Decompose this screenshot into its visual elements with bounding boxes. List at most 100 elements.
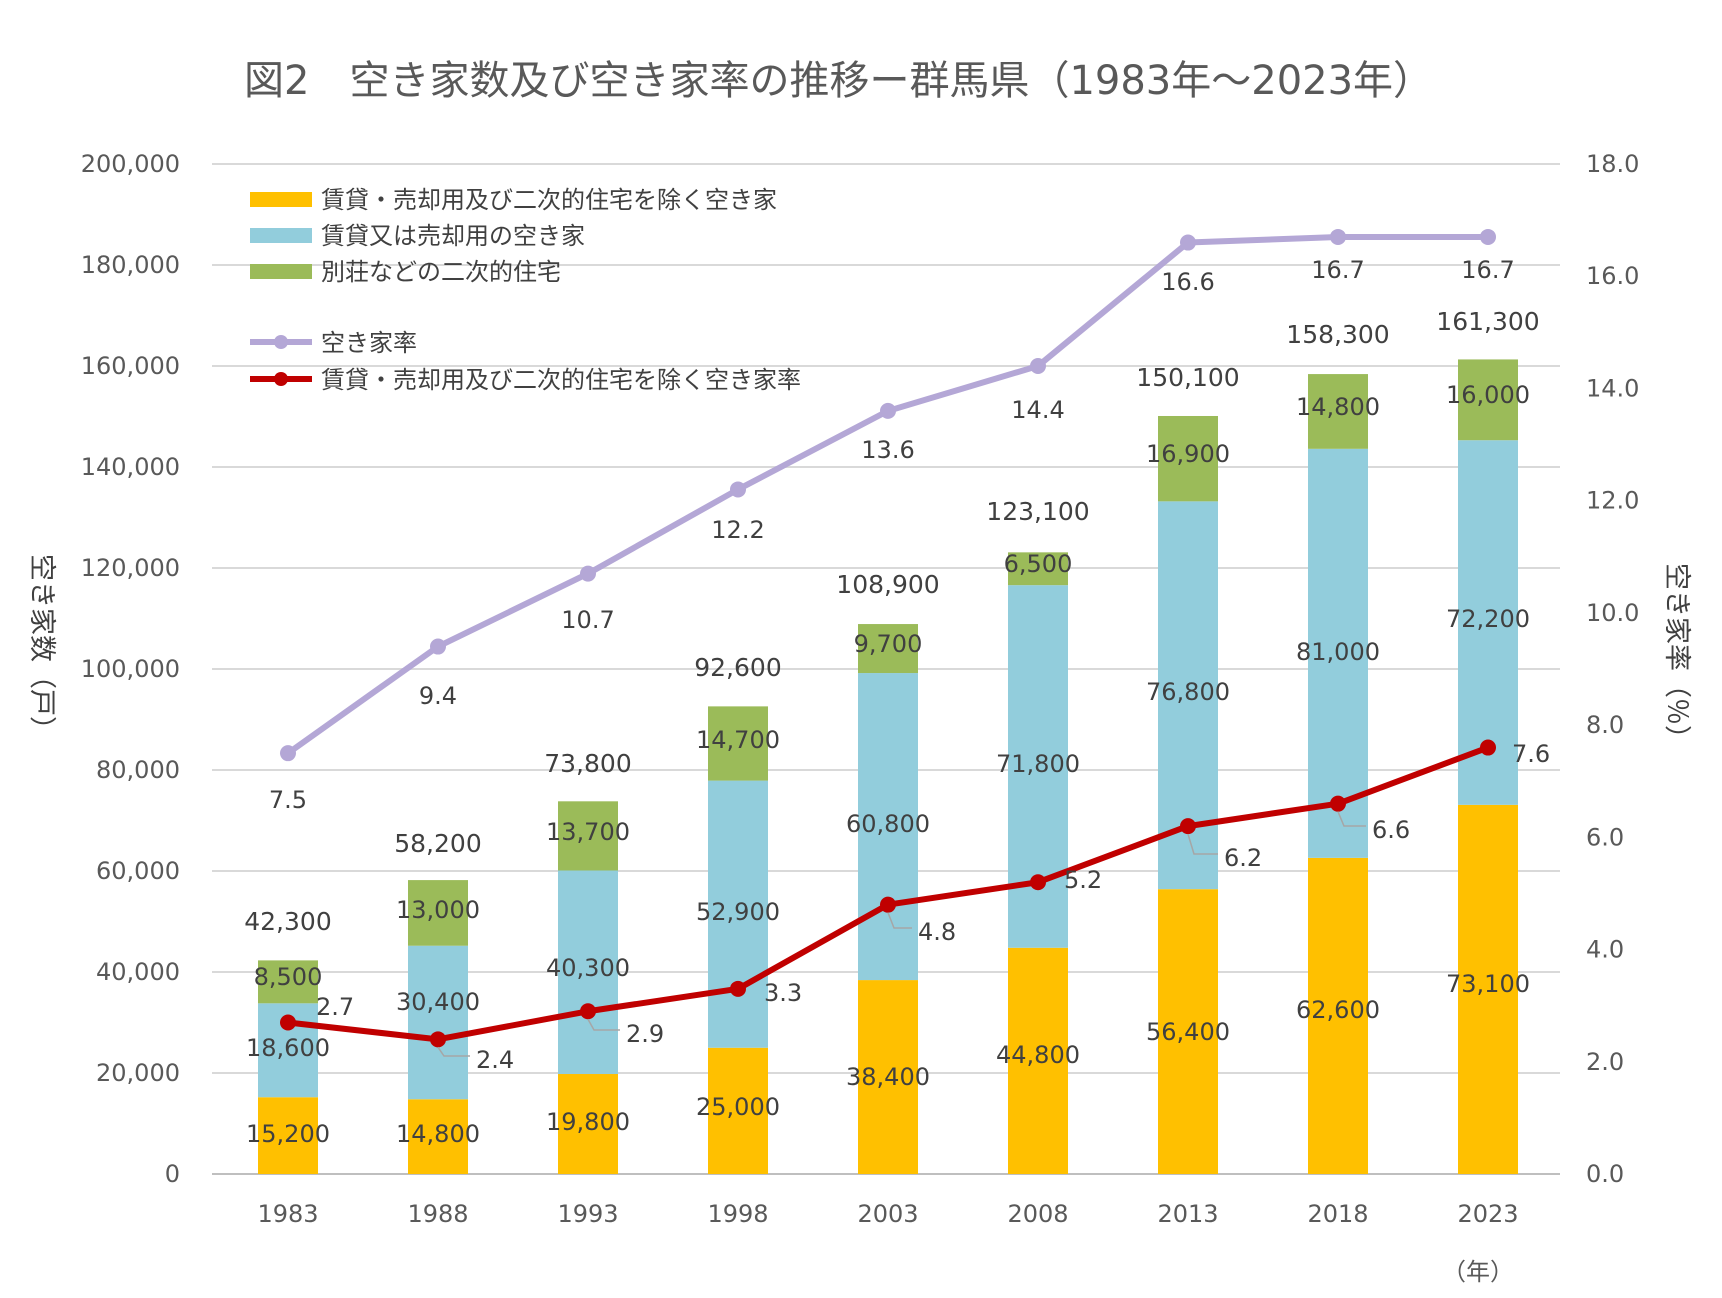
line-point <box>1030 358 1046 374</box>
bar-value-label: 8,500 <box>254 963 323 991</box>
line-value-label: 10.7 <box>561 606 614 634</box>
bar-value-label: 56,400 <box>1146 1018 1230 1046</box>
y-left-tick-label: 120,000 <box>81 554 180 582</box>
line-point <box>880 402 896 419</box>
line-point <box>1330 795 1346 812</box>
bar-value-label: 73,100 <box>1446 970 1530 998</box>
bar-value-label: 71,800 <box>996 750 1080 778</box>
line-value-label: 6.2 <box>1224 844 1262 872</box>
y-left-tick-label: 180,000 <box>81 251 180 279</box>
line-point <box>1480 228 1496 245</box>
leader-line <box>437 1046 470 1057</box>
bar-total-label: 108,900 <box>836 570 939 599</box>
bar-segment <box>558 801 618 871</box>
y-left-tick-label: 80,000 <box>96 756 180 784</box>
legend-swatch <box>250 228 312 243</box>
leader-line <box>1337 811 1366 827</box>
line-point <box>580 1003 596 1020</box>
bar-value-label: 52,900 <box>696 898 780 926</box>
bar-segment <box>708 1047 768 1174</box>
y-right-tick-label: 2.0 <box>1586 1048 1624 1076</box>
bar-value-label: 81,000 <box>1296 638 1380 666</box>
y-right-tick-label: 6.0 <box>1586 823 1624 851</box>
x-axis-unit: （年） <box>1442 1258 1514 1286</box>
line-value-label: 3.3 <box>764 979 802 1007</box>
bar-value-label: 16,000 <box>1446 381 1530 409</box>
line-point <box>1330 228 1346 245</box>
bar-value-label: 6,500 <box>1004 550 1073 578</box>
line-point <box>730 481 746 498</box>
line-point <box>730 980 746 997</box>
y-right-tick-label: 0.0 <box>1586 1160 1624 1188</box>
y-right-tick-label: 4.0 <box>1586 936 1624 964</box>
y-left-tick-label: 140,000 <box>81 453 180 481</box>
line-point <box>430 1031 446 1048</box>
legend-marker <box>274 335 288 349</box>
bar-total-label: 150,100 <box>1136 363 1239 392</box>
bar-value-label: 9,700 <box>854 630 923 658</box>
bar-segment <box>558 1074 618 1174</box>
legend-label: 賃貸・売却用及び二次的住宅を除く空き家率 <box>321 366 801 394</box>
y-right-tick-label: 12.0 <box>1586 487 1639 515</box>
bar-value-label: 25,000 <box>696 1093 780 1121</box>
bar-total-label: 42,300 <box>244 907 331 936</box>
line-point <box>880 896 896 913</box>
bar-value-label: 14,700 <box>696 726 780 754</box>
y-right-tick-label: 8.0 <box>1586 711 1624 739</box>
bar-segment <box>1308 857 1368 1174</box>
y-right-tick-label: 10.0 <box>1586 599 1639 627</box>
bar-value-label: 30,400 <box>396 988 480 1016</box>
bar-segment <box>1458 804 1518 1174</box>
bar-total-label: 58,200 <box>394 829 481 858</box>
chart-title: 図2 空き家数及び空き家率の推移ー群馬県（1983年～2023年） <box>244 58 1433 104</box>
bar-total-label: 123,100 <box>986 497 1089 526</box>
bar-segment <box>1008 947 1068 1174</box>
bar-value-label: 18,600 <box>246 1034 330 1062</box>
x-tick-label: 1993 <box>557 1200 618 1228</box>
bar-segment <box>1158 889 1218 1174</box>
bar-value-label: 60,800 <box>846 810 930 838</box>
bar-value-label: 14,800 <box>396 1120 480 1148</box>
x-tick-label: 1988 <box>407 1200 468 1228</box>
bar-value-label: 72,200 <box>1446 605 1530 633</box>
x-tick-label: 1998 <box>707 1200 768 1228</box>
leader-line <box>587 1018 620 1031</box>
bar-segment <box>1308 374 1368 449</box>
x-tick-label: 2013 <box>1157 1200 1218 1228</box>
bar-value-label: 16,900 <box>1146 440 1230 468</box>
line-value-label: 9.4 <box>419 682 457 710</box>
legend: 賃貸・売却用及び二次的住宅を除く空き家賃貸又は売却用の空き家別荘などの二次的住宅… <box>250 186 801 394</box>
line-point <box>280 745 296 762</box>
line-value-label: 2.9 <box>626 1020 664 1048</box>
bar-total-label: 158,300 <box>1286 320 1389 349</box>
line-value-label: 2.7 <box>316 993 354 1021</box>
y-right-tick-label: 18.0 <box>1586 150 1639 178</box>
line-value-label: 13.6 <box>861 436 914 464</box>
bar-value-label: 38,400 <box>846 1063 930 1091</box>
bar-value-label: 13,000 <box>396 896 480 924</box>
x-tick-label: 1983 <box>257 1200 318 1228</box>
bar-value-label: 76,800 <box>1146 678 1230 706</box>
y-left-tick-label: 40,000 <box>96 958 180 986</box>
leader-line <box>887 912 912 929</box>
line-point <box>280 1014 296 1031</box>
legend-swatch <box>250 264 312 279</box>
line-point <box>1480 739 1496 756</box>
bar-value-label: 14,800 <box>1296 393 1380 421</box>
bar-total-label: 161,300 <box>1436 307 1539 336</box>
line-point <box>1180 818 1196 835</box>
y-left-axis-title: 空き家数（戸） <box>26 554 57 743</box>
line-value-label: 7.6 <box>1512 740 1550 768</box>
bar-series <box>258 359 1518 1174</box>
x-tick-label: 2008 <box>1007 1200 1068 1228</box>
bar-value-label: 13,700 <box>546 818 630 846</box>
y-left-tick-label: 160,000 <box>81 352 180 380</box>
line-value-label: 4.8 <box>918 918 956 946</box>
line-series <box>280 228 1496 1048</box>
legend-label: 空き家率 <box>321 329 417 357</box>
x-tick-label: 2018 <box>1307 1200 1368 1228</box>
bar-value-label: 40,300 <box>546 954 630 982</box>
line-value-label: 16.6 <box>1161 268 1214 296</box>
